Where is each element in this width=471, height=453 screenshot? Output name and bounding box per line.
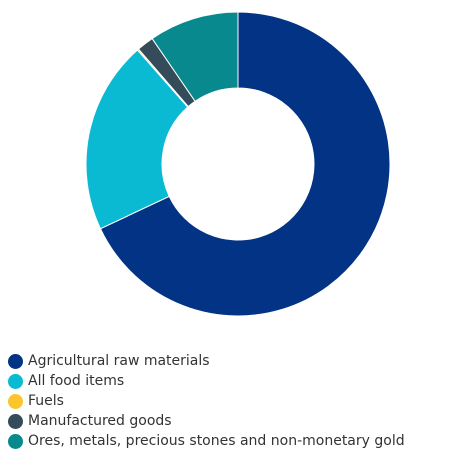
- legend-label: Manufactured goods: [28, 413, 172, 429]
- legend-swatch: [8, 373, 23, 389]
- slice-agricultural-raw-materials[interactable]: [99, 11, 391, 317]
- legend-label: All food items: [28, 373, 125, 389]
- donut-slices: [85, 11, 391, 317]
- legend-item-all-food-items[interactable]: All food items: [8, 372, 468, 390]
- legend-label: Ores, metals, precious stones and non-mo…: [28, 433, 405, 449]
- slice-all-food-items[interactable]: [85, 49, 189, 230]
- legend-swatch: [8, 433, 23, 449]
- legend-item-ores-metals[interactable]: Ores, metals, precious stones and non-mo…: [8, 432, 468, 450]
- chart-legend: Agricultural raw materials All food item…: [8, 352, 468, 452]
- legend-label: Agricultural raw materials: [28, 353, 210, 369]
- legend-swatch: [8, 393, 23, 409]
- legend-swatch: [8, 353, 23, 369]
- donut-chart: [85, 11, 391, 317]
- legend-label: Fuels: [28, 393, 64, 409]
- legend-swatch: [8, 413, 23, 429]
- legend-item-manufactured-goods[interactable]: Manufactured goods: [8, 412, 468, 430]
- legend-item-fuels[interactable]: Fuels: [8, 392, 468, 410]
- slice-ores-metals-precious-stones-and-non-monetary-gold[interactable]: [151, 11, 239, 102]
- legend-item-agricultural-raw-materials[interactable]: Agricultural raw materials: [8, 352, 468, 370]
